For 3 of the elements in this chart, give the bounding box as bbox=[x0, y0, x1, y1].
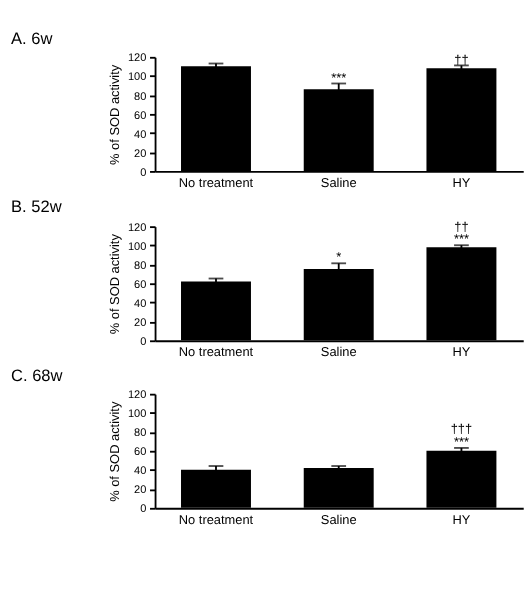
chart-title: C. 68w bbox=[11, 366, 63, 385]
chart-title: B. 52w bbox=[11, 198, 62, 217]
chart-title: A. 6w bbox=[11, 29, 53, 48]
